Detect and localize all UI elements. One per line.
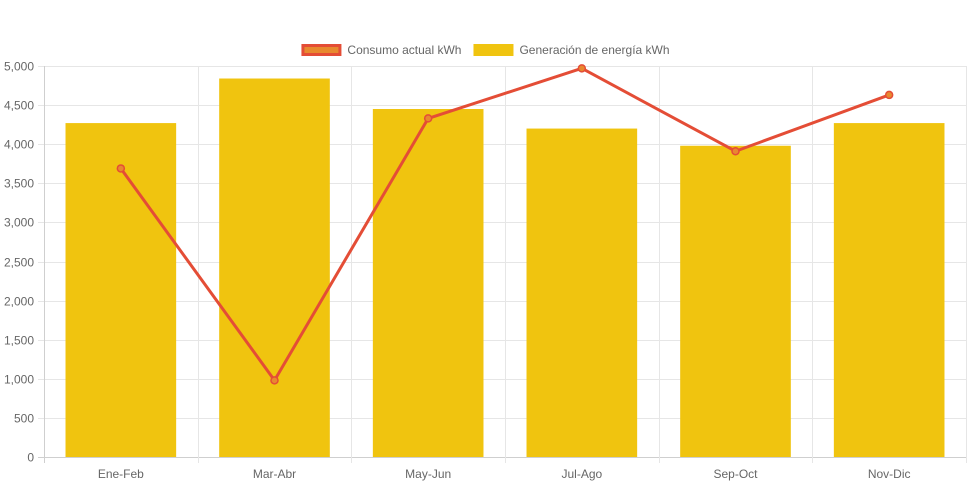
y-tick-label: 5,000 bbox=[4, 60, 34, 74]
point-consumo[interactable] bbox=[116, 164, 126, 173]
point-consumo[interactable] bbox=[731, 146, 740, 156]
axis-layer: 0 500 1,000 1,500 2,000 2,500 3,000 3,500 4,000 4… bbox=[4, 60, 911, 482]
point-consumo[interactable] bbox=[577, 64, 587, 73]
y-tick-label: 1,500 bbox=[4, 334, 34, 348]
legend[interactable]: Consumo actual kWh Generación de energía … bbox=[301, 43, 670, 57]
bar-layer bbox=[65, 78, 945, 458]
y-tick-label: 0 bbox=[27, 451, 34, 465]
x-tick-label: Sep-Oct bbox=[713, 467, 758, 481]
legend-swatch-consumo[interactable] bbox=[301, 44, 342, 56]
line-consumo bbox=[119, 66, 890, 382]
y-tick-label: 2,000 bbox=[4, 295, 34, 309]
grid-layer bbox=[38, 66, 967, 463]
point-consumo[interactable] bbox=[270, 376, 279, 385]
legend-label-generacion[interactable]: Generación de energía kWh bbox=[519, 43, 669, 57]
bar-generacion[interactable] bbox=[526, 128, 638, 457]
legend-label-consumo[interactable]: Consumo actual kWh bbox=[347, 43, 461, 57]
y-tick-label: 4,500 bbox=[4, 99, 34, 113]
y-tick-label: 4,000 bbox=[4, 138, 34, 152]
x-tick-label: Jul-Ago bbox=[561, 467, 602, 481]
y-tick-label: 3,000 bbox=[4, 216, 34, 230]
y-tick-label: 3,500 bbox=[4, 177, 34, 191]
point-consumo[interactable] bbox=[884, 90, 894, 100]
bar-generacion[interactable] bbox=[833, 123, 945, 457]
x-tick-label: Ene-Feb bbox=[98, 467, 144, 481]
bar-generacion[interactable] bbox=[65, 123, 177, 457]
legend-swatch-generacion[interactable] bbox=[473, 44, 514, 56]
bar-generacion[interactable] bbox=[219, 78, 330, 458]
bar-generacion[interactable] bbox=[680, 145, 791, 457]
line-layer bbox=[116, 64, 894, 385]
y-tick-label: 2,500 bbox=[4, 256, 34, 270]
x-tick-label: May-Jun bbox=[405, 467, 451, 481]
x-tick-label: Mar-Abr bbox=[253, 467, 296, 481]
x-tick-label: Nov-Dic bbox=[868, 467, 911, 481]
point-consumo[interactable] bbox=[423, 114, 433, 123]
y-tick-label: 500 bbox=[14, 412, 34, 426]
y-tick-label: 1,000 bbox=[4, 373, 34, 387]
bar-generacion[interactable] bbox=[372, 109, 484, 457]
